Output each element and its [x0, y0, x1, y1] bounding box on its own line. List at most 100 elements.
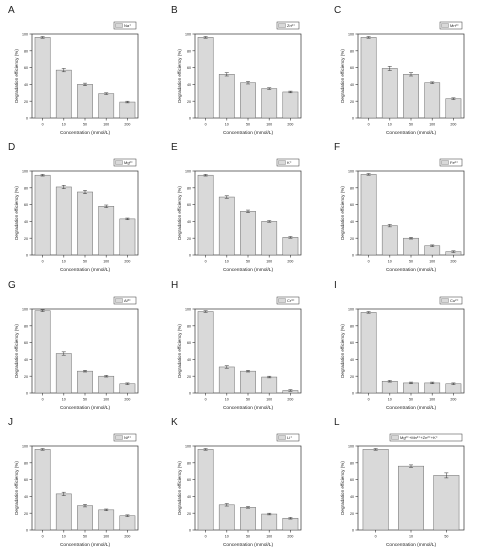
x-tick-label: 100	[103, 123, 109, 127]
x-tick-label: 50	[246, 260, 250, 264]
x-tick-label: 0	[368, 123, 370, 127]
bar	[34, 37, 51, 119]
x-tick-label: 200	[287, 398, 293, 402]
bar	[240, 211, 256, 256]
bar	[77, 191, 93, 256]
y-tick-label: 80	[350, 461, 354, 465]
x-tick-label: 10	[388, 398, 392, 402]
x-axis-label: Concentration (mmol/L)	[60, 542, 111, 548]
y-tick-label: 60	[24, 341, 28, 345]
x-tick-label: 50	[409, 123, 413, 127]
bar	[197, 311, 214, 394]
y-tick-label: 80	[24, 324, 28, 328]
x-tick-label: 50	[246, 535, 250, 539]
x-axis-label: Concentration (mmol/L)	[223, 130, 274, 136]
y-tick-label: 40	[24, 495, 28, 499]
x-tick-label: 10	[225, 123, 229, 127]
y-axis-label: Degradation efficiency (%)	[177, 49, 182, 103]
bar	[98, 93, 115, 119]
x-tick-label: 0	[205, 535, 207, 539]
x-tick-label: 0	[42, 398, 44, 402]
y-tick-label: 0	[352, 392, 354, 396]
legend-swatch	[441, 298, 449, 303]
bar	[77, 370, 93, 394]
y-tick-label: 80	[350, 186, 354, 190]
y-tick-label: 40	[24, 83, 28, 87]
panel-letter: C	[334, 5, 341, 16]
panel-letter: G	[8, 280, 16, 291]
bar	[360, 37, 377, 119]
bar	[282, 91, 299, 119]
bar	[282, 237, 299, 256]
x-tick-label: 50	[409, 260, 413, 264]
legend-swatch	[278, 435, 286, 440]
y-tick-label: 20	[187, 100, 191, 104]
y-tick-label: 20	[24, 375, 28, 379]
x-tick-label: 200	[124, 535, 130, 539]
y-tick-label: 60	[350, 341, 354, 345]
y-tick-label: 60	[187, 341, 191, 345]
bar	[433, 475, 460, 531]
y-tick-label: 100	[185, 33, 191, 37]
legend-box	[113, 158, 137, 167]
y-tick-label: 100	[22, 170, 28, 174]
bar	[261, 376, 278, 394]
x-tick-label: 10	[225, 398, 229, 402]
legend-swatch	[441, 23, 449, 28]
x-tick-label: 100	[429, 123, 435, 127]
bar	[445, 98, 462, 119]
legend-swatch	[278, 160, 286, 165]
x-tick-label: 100	[103, 535, 109, 539]
bar	[403, 237, 419, 256]
x-axis-label: Concentration (mmol/L)	[60, 405, 111, 411]
legend-box	[276, 21, 300, 30]
bar	[424, 245, 441, 256]
y-tick-label: 60	[350, 478, 354, 482]
bar	[445, 383, 462, 394]
bar	[218, 74, 235, 119]
y-tick-label: 40	[350, 83, 354, 87]
x-axis-label: Concentration (mmol/L)	[223, 542, 274, 548]
bar	[119, 515, 136, 531]
x-tick-label: 0	[42, 260, 44, 264]
panel-letter: I	[334, 280, 337, 291]
legend-label: Ni²⁺	[124, 435, 131, 440]
x-tick-label: 10	[388, 123, 392, 127]
panel-letter: F	[334, 142, 340, 153]
y-tick-label: 0	[26, 529, 28, 533]
bar	[403, 74, 419, 119]
y-tick-label: 20	[187, 237, 191, 241]
bar	[119, 383, 136, 394]
y-axis-label: Degradation efficiency (%)	[14, 461, 19, 515]
x-axis-label: Concentration (mmol/L)	[386, 405, 437, 411]
y-tick-label: 0	[26, 392, 28, 396]
x-tick-label: 100	[103, 260, 109, 264]
x-tick-label: 200	[124, 398, 130, 402]
bar	[240, 370, 256, 394]
x-tick-label: 0	[42, 535, 44, 539]
legend-label: Na⁺	[124, 23, 131, 28]
x-tick-label: 0	[205, 123, 207, 127]
legend-label: Cu²⁺	[450, 298, 459, 303]
y-tick-label: 80	[187, 49, 191, 53]
y-tick-label: 100	[22, 445, 28, 449]
x-tick-label: 50	[246, 398, 250, 402]
bar	[261, 513, 278, 531]
y-axis-label: Degradation efficiency (%)	[177, 186, 182, 240]
bar	[381, 225, 398, 256]
y-tick-label: 0	[26, 254, 28, 258]
bar	[119, 218, 136, 256]
legend-swatch	[115, 435, 123, 440]
legend-swatch	[278, 298, 286, 303]
bar	[55, 353, 72, 394]
y-tick-label: 20	[24, 100, 28, 104]
x-tick-label: 50	[246, 123, 250, 127]
legend-label: Li⁺	[287, 435, 292, 440]
